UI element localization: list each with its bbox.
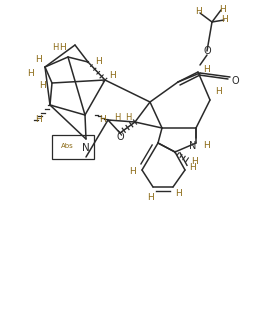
Text: H: H [39,81,45,89]
Text: H: H [27,68,33,77]
Text: Abs: Abs [61,143,73,149]
Text: H: H [175,188,181,198]
Text: H: H [35,116,41,124]
Text: H: H [148,192,154,202]
Text: H: H [192,158,198,167]
Text: O: O [116,132,124,142]
Text: N: N [189,141,197,151]
Text: H: H [114,113,120,123]
Text: H: H [216,88,222,96]
Text: N: N [82,143,90,153]
Text: H: H [52,43,58,51]
Text: H: H [219,4,225,14]
Text: H: H [99,116,105,124]
Text: H: H [188,163,195,173]
Text: H: H [35,55,41,65]
Text: H: H [60,43,66,51]
Text: H: H [222,14,228,24]
Text: H: H [125,113,131,123]
Text: H: H [109,71,115,79]
Text: H: H [195,8,201,16]
Text: O: O [231,76,239,86]
Text: H: H [204,66,210,75]
Text: H: H [130,168,136,176]
Text: H: H [95,58,101,66]
Text: H: H [204,141,210,151]
Text: O: O [203,46,211,56]
